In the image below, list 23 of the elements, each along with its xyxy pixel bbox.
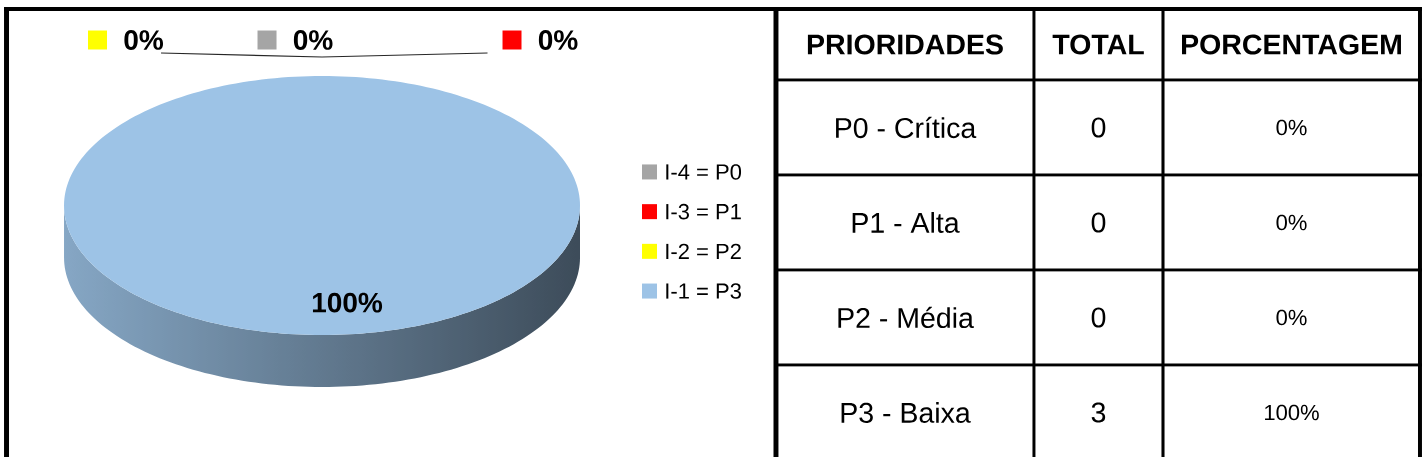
legend-label: I-4 = P0 bbox=[666, 164, 742, 180]
data-label: 100% bbox=[312, 292, 383, 313]
text: P1 - Alta bbox=[852, 212, 960, 233]
legend-label: I-2 = P2 bbox=[666, 243, 741, 260]
text: TOTAL bbox=[1052, 34, 1144, 55]
text: P0 - Crítica bbox=[836, 116, 977, 139]
text: 0% bbox=[293, 30, 333, 50]
text: P2 - Média bbox=[838, 306, 974, 329]
text: 0% bbox=[1276, 309, 1307, 326]
legend-label: I-3 = P1 bbox=[666, 203, 741, 220]
text: PORCENTAGEM bbox=[1182, 34, 1401, 55]
text: 0% bbox=[1276, 214, 1307, 231]
text: PRIORIDADES bbox=[807, 34, 1003, 55]
text: 3 bbox=[1091, 402, 1106, 423]
text: 0 bbox=[1091, 212, 1106, 233]
text: P3 - Baixa bbox=[841, 402, 971, 423]
text: 0 bbox=[1091, 117, 1106, 138]
text: 0% bbox=[124, 30, 164, 50]
text: 0% bbox=[538, 30, 578, 50]
text: 100% bbox=[1265, 404, 1319, 421]
text: 0 bbox=[1091, 307, 1106, 328]
text: 0% bbox=[1276, 119, 1307, 136]
legend-label: I-1 = P3 bbox=[666, 283, 741, 299]
